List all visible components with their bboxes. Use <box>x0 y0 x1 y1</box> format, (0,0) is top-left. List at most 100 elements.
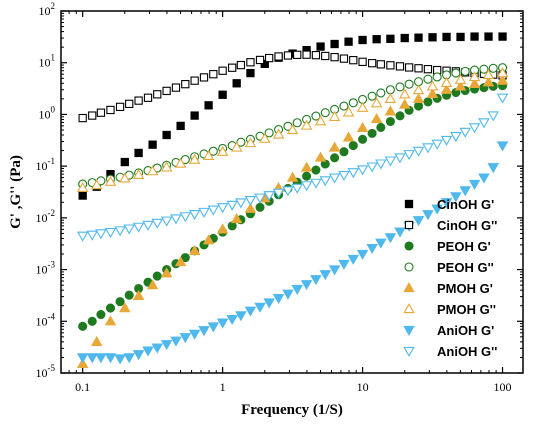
data-point <box>170 214 182 225</box>
data-point <box>202 149 215 161</box>
data-point <box>423 97 433 107</box>
data-point <box>123 224 135 235</box>
x-axis-title: Frequency (1/S) <box>241 402 343 418</box>
data-point <box>300 119 313 130</box>
legend-label: CinOH G' <box>437 197 494 212</box>
data-point <box>400 33 409 43</box>
data-point <box>114 354 126 365</box>
data-point <box>375 159 387 170</box>
data-point <box>356 101 369 112</box>
data-point <box>255 55 265 65</box>
data-point <box>300 161 313 172</box>
data-point <box>366 243 378 255</box>
data-point <box>428 33 437 42</box>
data-point <box>386 34 395 43</box>
legend-marker <box>403 325 415 336</box>
data-point <box>356 165 369 176</box>
data-point <box>179 212 192 223</box>
data-point <box>244 306 257 317</box>
legend-marker <box>404 262 414 272</box>
axis-tick-labels: 0.1 1 10 100 102 101 100 10-1 10-2 10-3 10-4 10-5 <box>36 1 512 394</box>
data-point <box>132 289 145 301</box>
data-point <box>132 222 145 233</box>
data-point <box>179 333 192 344</box>
data-point <box>450 132 462 143</box>
data-point <box>76 353 89 364</box>
data-point <box>114 226 126 237</box>
data-point <box>76 181 89 193</box>
data-point <box>90 179 103 190</box>
data-point <box>300 280 313 291</box>
data-point <box>384 92 397 104</box>
data-point <box>398 88 411 99</box>
legend-label: PEOH G' <box>437 239 491 254</box>
legend-marker <box>404 199 414 209</box>
data-point <box>478 173 490 184</box>
data-point <box>394 227 406 238</box>
legend: CinOH G' CinOH G'' PEOH G' PEOH G'' PMOH G' P… <box>403 197 497 359</box>
data-point <box>190 111 199 120</box>
data-point <box>272 294 285 305</box>
data-point <box>356 121 369 133</box>
data-point <box>413 101 424 111</box>
data-point <box>236 60 246 70</box>
data-point <box>151 343 163 354</box>
data-point <box>263 191 275 202</box>
data-point <box>394 153 406 164</box>
data-point <box>339 147 349 157</box>
data-point <box>319 270 331 281</box>
data-point <box>328 173 341 184</box>
data-point <box>160 340 173 351</box>
data-point <box>385 85 395 95</box>
data-point <box>395 82 405 92</box>
data-point <box>367 128 377 138</box>
data-point <box>468 77 481 89</box>
data-point <box>426 87 439 98</box>
data-point <box>96 108 106 117</box>
data-point <box>226 314 238 326</box>
data-point <box>347 168 360 179</box>
y-tick-label: 100 <box>39 104 56 121</box>
data-point <box>487 111 499 122</box>
data-point <box>244 137 257 148</box>
data-point <box>228 63 237 72</box>
data-point <box>367 91 377 101</box>
data-point <box>286 171 299 182</box>
data-point <box>174 157 187 168</box>
data-point <box>328 141 341 152</box>
x-tick-label: 100 <box>494 380 512 394</box>
y-tick-label: 10-2 <box>36 208 56 225</box>
series-4 <box>76 74 509 369</box>
data-point <box>199 73 209 82</box>
data-point <box>207 322 220 333</box>
data-point <box>314 151 327 162</box>
legend-label: CinOH G'' <box>437 218 497 233</box>
data-point <box>454 73 467 84</box>
data-point <box>90 335 103 347</box>
data-point <box>344 37 353 46</box>
data-point <box>412 84 425 95</box>
data-point <box>125 99 134 109</box>
data-point <box>88 111 97 120</box>
data-point <box>314 115 327 126</box>
data-point <box>226 200 238 211</box>
data-point <box>432 72 442 82</box>
y-tick-label: 10-3 <box>36 260 56 277</box>
data-point <box>160 161 173 172</box>
data-point <box>311 51 321 60</box>
data-point <box>104 353 117 364</box>
data-point <box>208 146 218 156</box>
data-point <box>190 76 199 85</box>
data-point <box>339 101 349 111</box>
data-point <box>375 238 387 249</box>
data-point <box>451 68 461 78</box>
data-point <box>198 326 210 337</box>
data-point <box>142 346 154 357</box>
y-tick-label: 10-4 <box>36 311 56 328</box>
data-point <box>347 254 360 265</box>
data-point <box>106 105 115 115</box>
data-point <box>181 80 190 89</box>
data-point <box>479 64 489 74</box>
axis-ticks <box>61 10 523 374</box>
data-point <box>124 290 134 300</box>
